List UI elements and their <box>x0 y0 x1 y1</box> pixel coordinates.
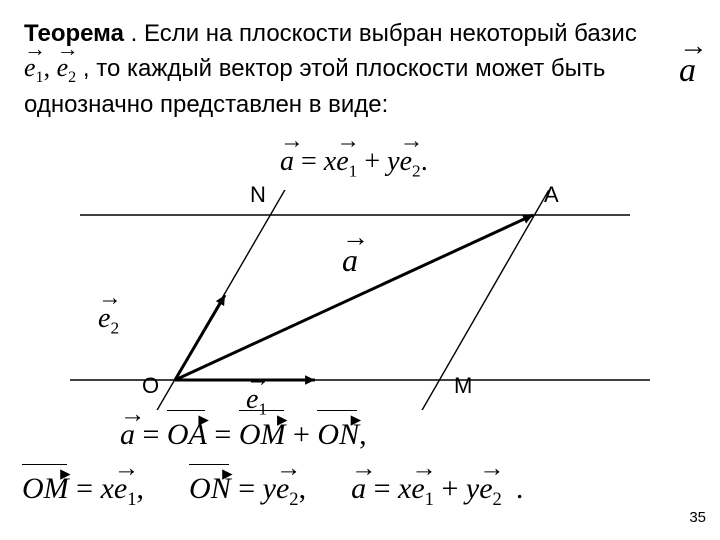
eq3-e1: e1 <box>114 472 137 511</box>
eq1-e2: e2 <box>400 146 421 182</box>
page-number: 35 <box>689 509 706 526</box>
theorem-dot: . <box>124 20 144 47</box>
vec-e2-inline: e2 <box>57 50 77 89</box>
eq-vector-sum: a = ▸OA = ▸OM + ▸ON, <box>120 418 367 452</box>
vec-a-side-sym: a <box>679 52 696 90</box>
eq1-y: y <box>387 146 399 177</box>
eq3-e1b: e1 <box>411 472 434 511</box>
eq2-OM: ▸OM <box>239 418 286 452</box>
diagram: N A O M e2 e1 a <box>70 190 650 410</box>
label-e2: e2 <box>98 305 119 337</box>
eq3-ON: ▸ON <box>189 472 231 506</box>
label-N: N <box>250 184 266 206</box>
eq1-e1: e1 <box>336 146 357 182</box>
label-e1: e1 <box>246 386 267 418</box>
slide: Теорема . Если на плоскости выбран некот… <box>0 0 720 540</box>
eq3-a: a <box>351 472 366 506</box>
eq-components: ▸OM = xe1, ▸ON = ye2, a = xe1 + ye2. <box>22 472 523 511</box>
eq2-ON: ▸ON <box>317 418 359 452</box>
eq3-e2b: e2 <box>479 472 502 511</box>
vec-e1-inline: e1 <box>24 50 44 89</box>
eq2-OA: ▸OA <box>167 418 207 452</box>
theorem-p2: , то каждый вектор этой плоскости может … <box>24 55 605 118</box>
eq1-x: x <box>324 146 336 177</box>
eq-decomposition: a = xe1 + ye2. <box>280 146 428 182</box>
eq3-e2: e2 <box>276 472 299 511</box>
theorem-text: Теорема . Если на плоскости выбран некот… <box>24 18 664 122</box>
vec-a-side: a <box>679 52 696 90</box>
basis-e1e2: e1, e2 <box>24 50 76 89</box>
label-O: O <box>142 375 159 397</box>
eq2-a: a <box>120 418 135 452</box>
label-a: a <box>342 244 358 276</box>
eq1-a: a <box>280 146 294 178</box>
label-A: A <box>544 184 559 206</box>
eq3-OM: ▸OM <box>22 472 69 506</box>
theorem-p1: Если на плоскости выбран некоторый базис <box>144 20 637 47</box>
label-M: M <box>454 375 472 397</box>
